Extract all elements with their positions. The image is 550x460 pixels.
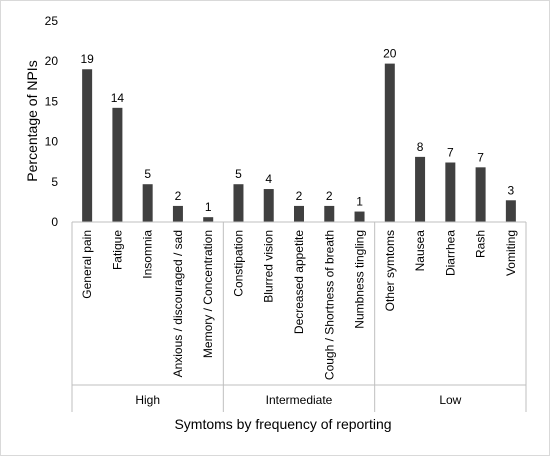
data-label: 2 <box>175 189 182 203</box>
category-label: Memory / Concentration <box>201 230 215 358</box>
category-label: Anxious / discouraged / sad <box>171 230 185 377</box>
bar <box>82 69 93 223</box>
category-label: Decreased appetite <box>292 230 306 334</box>
data-label: 4 <box>265 172 272 186</box>
group-label: Low <box>439 393 461 407</box>
category-label: Fatigue <box>110 230 124 270</box>
bar <box>475 167 486 222</box>
bar <box>172 205 183 222</box>
y-tick-label: 0 <box>51 215 58 229</box>
data-label: 19 <box>80 52 94 66</box>
bar <box>203 217 214 222</box>
bar <box>415 156 426 222</box>
bar <box>112 107 123 222</box>
bar <box>142 184 153 222</box>
bar <box>354 211 365 222</box>
data-label: 8 <box>417 140 424 154</box>
data-label: 1 <box>205 200 212 214</box>
bar <box>324 205 335 222</box>
category-label: Insomnia <box>141 230 155 279</box>
y-tick-label: 20 <box>45 54 59 68</box>
bar <box>445 162 456 222</box>
bars <box>82 63 516 223</box>
category-label: Vomiting <box>504 230 518 276</box>
group-label: Intermediate <box>266 393 333 407</box>
axes <box>71 221 527 412</box>
category-label: Numbness tingling <box>353 230 367 329</box>
data-label: 7 <box>447 146 454 160</box>
x-axis-title: Symtoms by frequency of reporting <box>174 416 391 432</box>
category-labels: General pain Fatigue Insomnia Anxious / dis… <box>80 230 518 380</box>
y-axis-ticks: 0 5 10 15 20 25 <box>45 14 59 229</box>
data-label: 20 <box>383 47 397 61</box>
y-tick-label: 15 <box>45 94 59 108</box>
y-tick-label: 10 <box>45 135 59 149</box>
bar <box>233 184 244 222</box>
data-label: 5 <box>235 167 242 181</box>
category-label: Nausea <box>413 230 427 272</box>
data-labels: 19 14 5 2 1 5 4 2 2 1 20 8 7 7 3 <box>80 47 514 215</box>
category-label: Blurred vision <box>262 230 276 303</box>
data-label: 1 <box>356 195 363 209</box>
y-tick-label: 25 <box>45 14 59 28</box>
y-axis-title: Percentage of NPIs <box>24 60 40 181</box>
category-label: Rash <box>474 230 488 258</box>
data-label: 2 <box>326 189 333 203</box>
category-label: Constipation <box>231 230 245 297</box>
category-label: Other symtoms <box>383 230 397 311</box>
bar <box>384 63 395 222</box>
data-label: 2 <box>296 189 303 203</box>
y-tick-label: 5 <box>51 175 58 189</box>
bar <box>263 189 274 222</box>
data-label: 5 <box>144 167 151 181</box>
data-label: 14 <box>111 91 125 105</box>
bar <box>294 205 304 222</box>
group-labels: High Intermediate Low <box>135 393 461 407</box>
bar <box>505 200 516 222</box>
data-label: 7 <box>477 150 484 164</box>
category-label: General pain <box>80 230 94 299</box>
group-label: High <box>135 393 160 407</box>
data-label: 3 <box>508 183 515 197</box>
category-label: Cough / Shortness of breath <box>322 230 336 380</box>
category-label: Diarrhea <box>443 230 457 276</box>
